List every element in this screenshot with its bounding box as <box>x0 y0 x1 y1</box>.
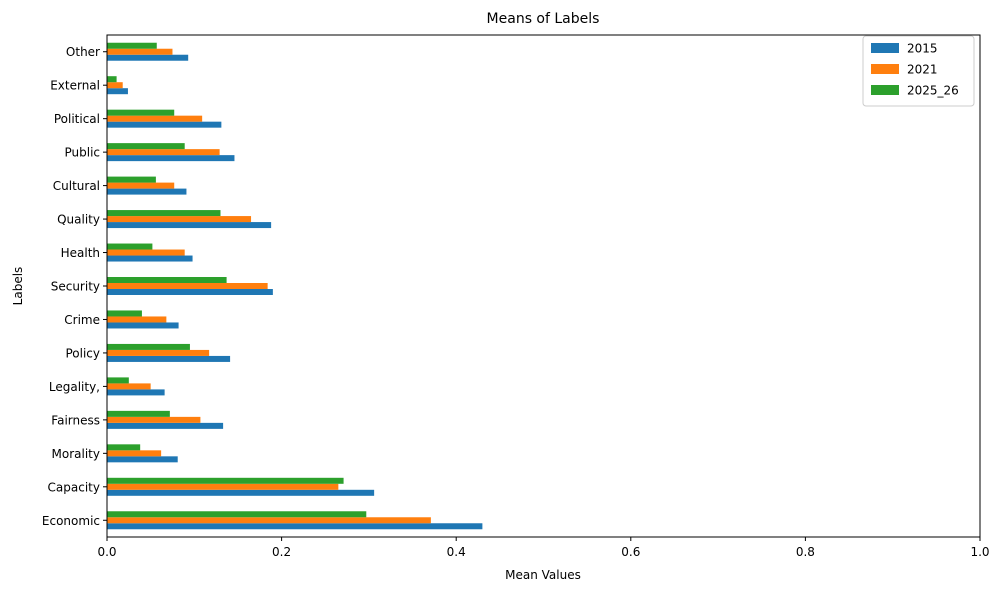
bar-health-2025_26 <box>107 243 153 250</box>
legend-label-2025_26: 2025_26 <box>907 84 959 98</box>
y-tick-label: Crime <box>64 313 100 327</box>
x-tick-label: 0.0 <box>97 545 116 559</box>
bar-other-2015 <box>107 54 189 61</box>
bar-crime-2021 <box>107 316 167 323</box>
bar-public-2021 <box>107 149 220 156</box>
bar-policy-2021 <box>107 349 210 356</box>
x-tick-label: 0.2 <box>272 545 291 559</box>
x-tick-label: 0.4 <box>447 545 466 559</box>
bar-health-2021 <box>107 249 185 256</box>
bar-political-2021 <box>107 115 203 122</box>
bar-external-2021 <box>107 82 123 89</box>
y-tick-label: Security <box>51 280 100 294</box>
y-tick-label: Health <box>61 246 100 260</box>
y-tick-label: Capacity <box>48 480 100 494</box>
bar-security-2025_26 <box>107 277 227 283</box>
bar-capacity-2025_26 <box>107 477 344 484</box>
bar-morality-2021 <box>107 450 162 457</box>
x-tick-label: 1.0 <box>970 545 989 559</box>
legend: 2015 2021 2025_26 <box>862 35 975 107</box>
x-tick-label: 0.8 <box>796 545 815 559</box>
bar-cultural-2025_26 <box>107 176 156 183</box>
bar-legality-2025_26 <box>107 377 129 384</box>
bar-morality-2025_26 <box>107 444 141 451</box>
bar-fairness-2025_26 <box>107 410 170 417</box>
y-tick-label: Quality <box>57 213 100 227</box>
bar-external-2015 <box>107 88 128 95</box>
bar-quality-2025_26 <box>107 210 221 217</box>
bar-quality-2021 <box>107 216 252 223</box>
y-tick-label: Fairness <box>51 413 100 427</box>
bar-other-2021 <box>107 48 173 55</box>
legend-label-2021: 2021 <box>907 63 938 77</box>
axes-frame <box>106 34 981 538</box>
bar-cultural-2021 <box>107 182 175 189</box>
bar-policy-2025_26 <box>107 343 190 350</box>
legend-swatch-2025_26 <box>871 85 899 95</box>
bar-crime-2025_26 <box>107 310 142 317</box>
bar-political-2025_26 <box>107 109 175 116</box>
bar-other-2025_26 <box>107 42 157 49</box>
y-tick-label: Morality <box>52 447 100 461</box>
plot-area: Economic Capacity Morality Fairness Legality… <box>42 34 990 559</box>
bar-cultural-2015 <box>107 188 187 195</box>
y-tick-label: Policy <box>65 346 100 360</box>
bar-economic-2021 <box>107 517 431 524</box>
legend-swatch-2021 <box>871 64 899 74</box>
bar-fairness-2015 <box>107 422 224 429</box>
bar-public-2025_26 <box>107 143 185 150</box>
y-axis-label: Labels <box>11 267 25 306</box>
y-tick-label: Economic <box>42 514 100 528</box>
bar-political-2015 <box>107 121 222 128</box>
bar-crime-2015 <box>107 322 179 329</box>
y-tick-label: Legality, <box>49 380 100 394</box>
bar-health-2015 <box>107 255 193 262</box>
y-tick-label: External <box>50 79 100 93</box>
bar-economic-2015 <box>107 523 483 530</box>
bar-capacity-2021 <box>107 483 339 490</box>
bar-economic-2025_26 <box>107 511 367 518</box>
y-tick-label: Public <box>64 146 100 160</box>
x-tick-label: 0.6 <box>621 545 640 559</box>
bar-external-2025_26 <box>107 76 117 83</box>
y-tick-label: Cultural <box>53 179 100 193</box>
bar-legality-2021 <box>107 383 151 390</box>
bar-security-2021 <box>107 283 268 289</box>
bar-legality-2015 <box>107 389 165 396</box>
legend-label-2015: 2015 <box>907 42 938 56</box>
bar-public-2015 <box>107 155 235 162</box>
bar-morality-2015 <box>107 456 178 463</box>
bar-quality-2015 <box>107 222 272 229</box>
bar-security-2015 <box>107 289 273 295</box>
bar-policy-2015 <box>107 355 231 362</box>
y-tick-label: Political <box>54 112 100 126</box>
legend-swatch-2015 <box>871 43 899 53</box>
y-tick-label: Other <box>66 45 100 59</box>
chart-title: Means of Labels <box>487 11 600 27</box>
bar-fairness-2021 <box>107 416 201 423</box>
x-axis-label: Mean Values <box>505 568 581 582</box>
bar-capacity-2015 <box>107 489 375 496</box>
